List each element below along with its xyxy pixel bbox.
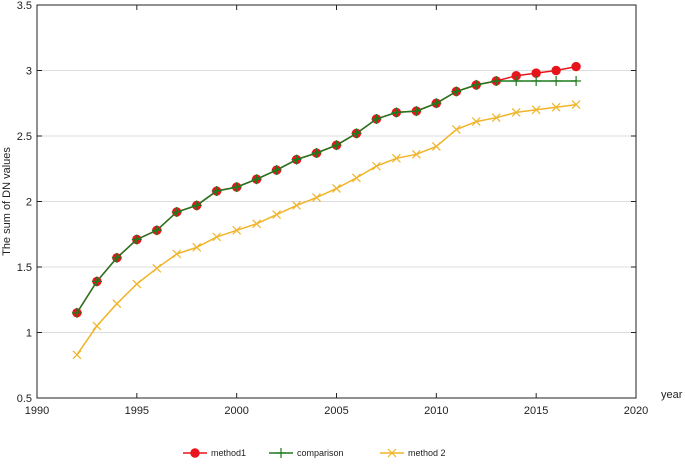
data-point: [551, 65, 561, 76]
data-point: [531, 75, 542, 86]
legend-marker: [387, 448, 397, 458]
grid-lines: [37, 70, 636, 333]
series-line-comparison: [76, 80, 577, 314]
data-point: [251, 174, 262, 185]
series-method1: [72, 61, 581, 318]
data-point: [411, 149, 421, 159]
legend-item-method1: method1: [183, 448, 246, 458]
data-point: [352, 173, 361, 183]
data-point: [91, 276, 102, 287]
legend-item-method-2: method 2: [380, 448, 446, 458]
y-tick-label: 3.5: [17, 0, 32, 12]
data-point: [92, 321, 102, 331]
data-point: [471, 79, 482, 90]
legend: method1 comparison method 2: [183, 448, 446, 458]
data-point: [331, 140, 342, 151]
x-tick-label: 2015: [524, 405, 548, 417]
data-point: [351, 128, 362, 139]
series-line-method-2: [76, 103, 577, 356]
y-tick-label: 1.5: [17, 262, 32, 274]
series-method-2: [72, 100, 581, 360]
y-tick-label: 0.5: [17, 393, 32, 405]
x-axis-ticks: 1990 1995 2000 2005 2010 2015 2020: [25, 5, 648, 417]
data-point: [151, 225, 162, 236]
y-axis-ticks: 0.5 1 1.5 2 2.5 3 3.5: [17, 0, 636, 405]
x-tick-label: 1995: [125, 405, 149, 417]
legend-label: comparison: [297, 448, 344, 458]
data-point: [531, 105, 541, 115]
data-point: [211, 186, 222, 197]
data-point: [212, 232, 222, 242]
data-point: [551, 102, 561, 112]
data-point: [131, 234, 142, 245]
data-point: [112, 299, 122, 309]
data-point: [191, 200, 202, 211]
data-point: [171, 206, 182, 217]
series-line-method1: [76, 65, 577, 314]
data-point: [391, 153, 401, 163]
data-point: [491, 75, 502, 86]
data-point: [292, 201, 301, 210]
data-point: [232, 225, 242, 235]
legend-marker: [276, 448, 286, 458]
data-point: [411, 106, 422, 117]
data-point: [571, 75, 582, 86]
data-point: [311, 148, 322, 159]
data-point: [451, 125, 461, 134]
data-point: [252, 219, 262, 229]
data-point: [371, 113, 382, 124]
data-point: [571, 61, 581, 72]
data-point: [372, 161, 381, 171]
data-point: [332, 183, 341, 193]
data-point: [132, 279, 142, 289]
data-point: [291, 154, 302, 165]
y-tick-label: 2.5: [17, 131, 32, 143]
data-point: [272, 210, 282, 220]
series-layer: [71, 61, 582, 360]
data-point: [431, 142, 441, 151]
data-point: [192, 242, 202, 252]
legend-label: method1: [211, 448, 246, 458]
data-point: [551, 75, 562, 86]
y-tick-label: 1: [26, 328, 32, 340]
data-point: [172, 249, 182, 259]
legend-item-comparison: comparison: [269, 448, 344, 458]
legend-marker: [190, 448, 200, 458]
y-tick-label: 3: [26, 66, 32, 78]
x-tick-label: 2005: [324, 405, 348, 417]
y-axis-label: The sum of DN values: [1, 147, 13, 256]
data-point: [152, 263, 162, 273]
data-point: [431, 98, 442, 109]
x-tick-label: 2010: [424, 405, 448, 417]
data-point: [511, 107, 521, 117]
data-point: [511, 75, 522, 86]
data-point: [571, 100, 581, 109]
x-axis-label: year: [661, 389, 683, 401]
legend-label: method 2: [408, 448, 446, 458]
x-tick-label: 1990: [25, 405, 49, 417]
data-point: [71, 307, 82, 318]
data-point: [231, 182, 242, 193]
data-point: [72, 350, 82, 360]
data-point: [451, 86, 462, 97]
data-point: [471, 117, 481, 127]
y-tick-label: 2: [26, 197, 32, 209]
data-point: [391, 107, 402, 118]
x-tick-label: 2020: [624, 405, 648, 417]
data-point: [491, 113, 501, 123]
data-point: [312, 193, 321, 202]
x-tick-label: 2000: [224, 405, 248, 417]
data-point: [271, 165, 282, 176]
data-point: [111, 252, 122, 263]
series-comparison: [71, 75, 582, 318]
